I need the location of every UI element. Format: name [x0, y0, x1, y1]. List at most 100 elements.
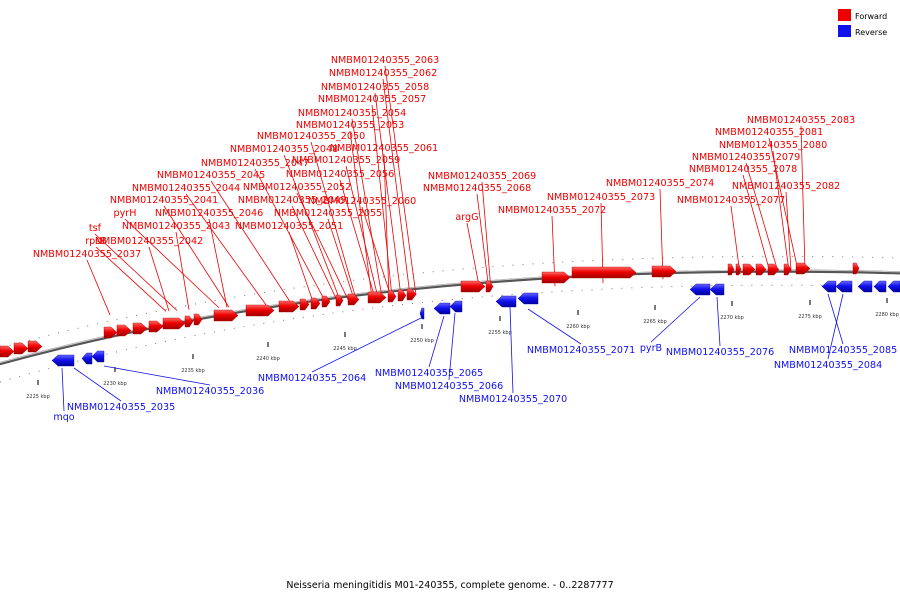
forward-gene-arrow — [852, 262, 860, 275]
forward-gene-arrow — [299, 298, 310, 311]
forward-gene-arrow — [148, 320, 164, 333]
forward-label-leader — [124, 218, 220, 309]
forward-gene-label-nmbm01240355-2049: NMBM01240355_2049 — [238, 195, 346, 206]
reverse-gene-arrow — [449, 300, 463, 313]
forward-gene-label-nmbm01240355-2044: NMBM01240355_2044 — [132, 183, 240, 194]
reverse-label-leader — [103, 365, 211, 386]
reverse-gene-label-pyrb: pyrB — [640, 343, 662, 354]
legend-reverse-label: Reverse — [855, 28, 887, 37]
reverse-gene-arrow — [873, 280, 887, 293]
reverse-label-leader — [527, 308, 582, 345]
reverse-gene-arrow — [81, 352, 93, 365]
forward-gene-label-nmbm01240355-2060: NMBM01240355_2060 — [308, 196, 416, 207]
forward-label-leader — [148, 246, 170, 312]
forward-gene-label-nmbm01240355-2043: NMBM01240355_2043 — [122, 221, 230, 232]
reverse-gene-arrow — [709, 283, 725, 296]
forward-gene-arrow — [193, 313, 203, 326]
reverse-dotted-guide — [0, 284, 900, 383]
forward-gene-arrow — [116, 324, 132, 337]
tick-label: 2240 kbp — [256, 356, 280, 362]
tick-label: 2235 kbp — [181, 368, 205, 374]
forward-label-leader — [384, 65, 417, 296]
tick-label: 2260 kbp — [566, 324, 590, 330]
forward-label-leader — [163, 205, 230, 308]
forward-label-leader — [742, 174, 771, 273]
legend-forward-label: Forward — [855, 12, 887, 21]
forward-gene-arrow — [13, 342, 29, 355]
reverse-gene-arrow — [495, 295, 517, 308]
forward-gene-arrow — [387, 290, 397, 303]
forward-label-leader — [772, 150, 790, 272]
reverse-gene-label-nmbm01240355-2066: NMBM01240355_2066 — [395, 381, 503, 392]
reverse-label-leader — [311, 317, 422, 373]
tick-label: 2255 kbp — [488, 330, 512, 336]
forward-gene-label-pyrh: pyrH — [114, 208, 137, 219]
forward-label-leader — [374, 92, 402, 297]
forward-gene-label-nmbm01240355-2073: NMBM01240355_2073 — [547, 192, 655, 203]
forward-gene-arrow — [0, 345, 15, 358]
tick-label: 2270 kbp — [720, 315, 744, 321]
forward-gene-label-nmbm01240355-2080: NMBM01240355_2080 — [719, 140, 827, 151]
tick-label: 2275 kbp — [798, 314, 822, 320]
forward-label-leader — [349, 130, 373, 299]
reverse-gene-arrow — [419, 307, 425, 320]
forward-gene-label-nmbm01240355-2052: NMBM01240355_2052 — [243, 182, 351, 193]
forward-gene-arrow — [406, 288, 417, 301]
forward-gene-label-nmbm01240355-2057: NMBM01240355_2057 — [318, 94, 426, 105]
reverse-gene-label-nmbm01240355-2035: NMBM01240355_2035 — [67, 402, 175, 413]
forward-gene-arrow — [132, 322, 148, 335]
reverse-label-leader — [448, 312, 456, 381]
forward-gene-label-nmbm01240355-2053: NMBM01240355_2053 — [296, 120, 404, 131]
forward-gene-arrow — [278, 300, 300, 313]
forward-label-leader — [383, 153, 390, 297]
legend-forward-swatch — [838, 9, 851, 21]
forward-label-leader — [283, 154, 341, 301]
forward-gene-label-nmbm01240355-2063: NMBM01240355_2063 — [331, 55, 439, 66]
reverse-gene-arrow — [517, 292, 539, 305]
forward-gene-arrow — [735, 263, 742, 276]
forward-label-leader — [185, 193, 267, 306]
reverse-gene-arrow — [821, 280, 837, 293]
genome-caption: Neisseria meningitidis M01-240355, compl… — [286, 580, 613, 591]
forward-gene-label-nmbm01240355-2058: NMBM01240355_2058 — [321, 82, 429, 93]
forward-gene-arrow — [103, 326, 118, 339]
forward-gene-label-nmbm01240355-2078: NMBM01240355_2078 — [689, 164, 797, 175]
forward-gene-arrow — [571, 266, 637, 279]
tick-label: 2230 kbp — [103, 381, 127, 387]
forward-gene-arrow — [541, 271, 571, 284]
forward-label-leader — [351, 118, 383, 298]
forward-label-leader — [476, 193, 490, 291]
legend-reverse-swatch — [838, 25, 851, 37]
tick-label: 2250 kbp — [410, 338, 434, 344]
forward-gene-arrow — [485, 280, 494, 293]
forward-gene-label-nmbm01240355-2045: NMBM01240355_2045 — [157, 170, 265, 181]
gene-features — [0, 262, 900, 367]
forward-gene-label-nmbm01240355-2051: NMBM01240355_2051 — [235, 221, 343, 232]
forward-gene-arrow — [367, 291, 387, 304]
reverse-gene-arrow — [433, 302, 451, 315]
forward-label-leader — [327, 218, 355, 300]
forward-gene-arrow — [184, 315, 194, 328]
forward-label-leader — [310, 141, 357, 300]
forward-label-leader — [291, 205, 338, 301]
reverse-gene-arrow — [689, 283, 711, 296]
scale-ticks: 2225 kbp 2230 kbp 2235 kbp 2240 kbp 2245 kbp… — [26, 298, 899, 400]
forward-label-leader — [86, 259, 111, 316]
tick-label: 2280 kbp — [875, 312, 899, 318]
forward-label-leader — [466, 222, 481, 292]
reverse-gene-arrow — [51, 354, 75, 367]
forward-label-leader — [481, 181, 492, 291]
reverse-gene-label-nmbm01240355-2065: NMBM01240355_2065 — [375, 368, 483, 379]
forward-gene-arrow — [727, 263, 735, 276]
forward-gene-arrow — [651, 265, 677, 278]
reverse-label-leader — [61, 367, 65, 412]
forward-gene-label-nmbm01240355-2068: NMBM01240355_2068 — [423, 183, 531, 194]
forward-gene-arrow — [795, 262, 811, 275]
reverse-label-leader — [827, 293, 844, 345]
forward-label-leader — [730, 205, 741, 275]
forward-gene-label-nmbm01240355-2083: NMBM01240355_2083 — [747, 115, 855, 126]
forward-label-leader — [208, 218, 228, 308]
tick-label: 2225 kbp — [26, 394, 50, 400]
reverse-label-leader — [827, 293, 844, 360]
